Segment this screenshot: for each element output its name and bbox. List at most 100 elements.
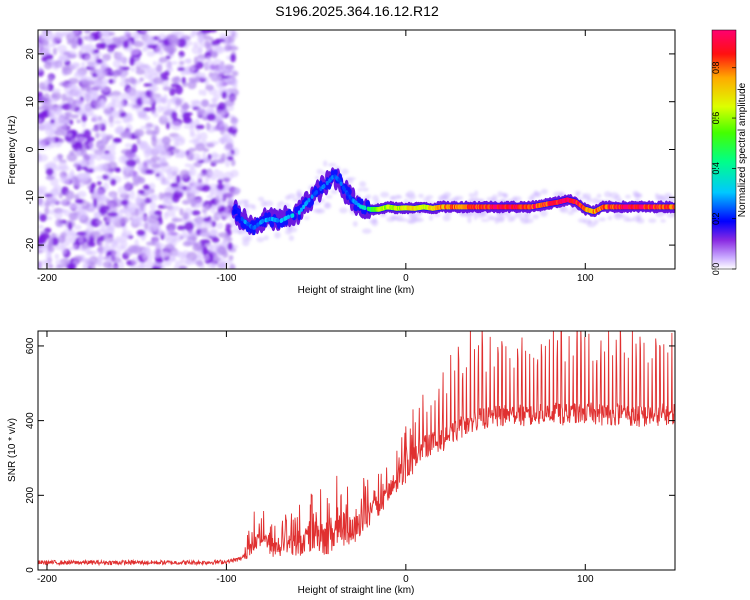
noise-blob (206, 143, 215, 148)
noise-blob (73, 163, 80, 168)
noise-blob (189, 163, 195, 170)
noise-blob (225, 142, 234, 150)
noise-blob (107, 51, 114, 55)
noise-blob (194, 157, 202, 162)
haze-blob (233, 188, 241, 193)
noise-blob (61, 93, 67, 102)
haze-blob (237, 229, 242, 235)
noise-blob (93, 198, 98, 208)
haze-blob (428, 214, 434, 221)
noise-blob (70, 62, 80, 70)
haze-blob (328, 163, 337, 167)
noise-blob (179, 208, 184, 216)
noise-blob (224, 64, 234, 70)
noise-blob (129, 190, 136, 200)
haze-blob (263, 235, 269, 241)
noise-blob (114, 126, 125, 134)
noise-blob (201, 72, 207, 80)
noise-blob (66, 263, 77, 269)
haze-blob (513, 196, 522, 202)
noise-blob (121, 154, 128, 162)
noise-blob (156, 105, 164, 113)
noise-blob (178, 50, 185, 58)
ridge-core (299, 207, 303, 212)
noise-blob (139, 201, 145, 211)
noise-blob (214, 45, 225, 55)
ridge-core (363, 205, 367, 211)
x-tick-label: -200 (37, 574, 57, 585)
noise-blob (184, 163, 191, 168)
ridge-core (237, 213, 241, 218)
haze-blob (452, 196, 460, 202)
noise-blob (78, 236, 84, 244)
noise-blob (146, 44, 158, 49)
haze-blob (567, 211, 575, 216)
noise-blob (69, 102, 76, 112)
haze-blob (315, 176, 320, 180)
noise-blob (125, 166, 133, 175)
noise-blob (192, 180, 204, 190)
noise-blob (136, 229, 146, 236)
haze-blob (524, 217, 534, 224)
noise-blob (91, 127, 101, 132)
noise-blob (83, 129, 91, 139)
noise-blob (222, 239, 228, 248)
haze-blob (495, 214, 506, 221)
noise-blob (166, 66, 174, 73)
noise-blob (216, 124, 224, 132)
haze-blob (325, 194, 333, 199)
noise-blob (191, 210, 201, 216)
haze-blob (607, 215, 613, 221)
haze-blob (497, 191, 503, 198)
ridge-mid (235, 215, 239, 222)
noise-blob (151, 237, 155, 244)
noise-blob (90, 263, 96, 269)
noise-blob (44, 206, 50, 216)
noise-blob (177, 67, 185, 71)
noise-blob (104, 170, 113, 176)
noise-blob (216, 183, 225, 191)
ridge (231, 167, 675, 236)
noise-blob (112, 239, 123, 245)
haze-blob (418, 193, 424, 199)
noise-blob (179, 61, 185, 65)
noise-blob (47, 75, 54, 84)
noise-blob (210, 171, 218, 181)
noise-blob (170, 148, 180, 154)
haze-blob (312, 208, 322, 213)
y-tick-label: 0 (25, 567, 36, 573)
colorbar-frame (711, 29, 737, 270)
noise-blob (47, 110, 53, 117)
noise-blob (182, 230, 188, 239)
noise-blob (45, 252, 52, 262)
noise-blob (95, 132, 100, 139)
noise-blob (47, 123, 58, 132)
noise-blob (182, 111, 191, 121)
noise-blob (55, 218, 63, 227)
noise-blob (70, 39, 78, 49)
noise-blob (120, 73, 126, 82)
spectrogram-x-axis: -200 -100 0 100 (37, 30, 594, 284)
noise-blob (204, 40, 211, 49)
ridge-mid (310, 199, 315, 206)
noise-blob (230, 159, 236, 167)
noise-blob (123, 204, 128, 209)
noise-blob (125, 103, 134, 107)
haze-blob (380, 191, 390, 198)
noise-blob (125, 181, 132, 190)
colorbar-ticks: 0.0 0.2 0.4 0.6 0.8 (711, 61, 736, 275)
noise-blob (186, 182, 197, 190)
noise-blob (158, 230, 166, 235)
noise-blob (172, 250, 183, 257)
ridge-core (346, 191, 350, 197)
noise-blob (222, 131, 228, 139)
noise-blob (114, 168, 121, 173)
noise-blob (167, 45, 177, 54)
noise-blob (41, 56, 48, 62)
noise-blob (191, 30, 196, 36)
noise-blob (72, 244, 78, 249)
noise-blob (225, 136, 232, 144)
noise-blob (98, 208, 108, 215)
noise-blob (218, 263, 227, 269)
noise-blob (200, 227, 209, 233)
